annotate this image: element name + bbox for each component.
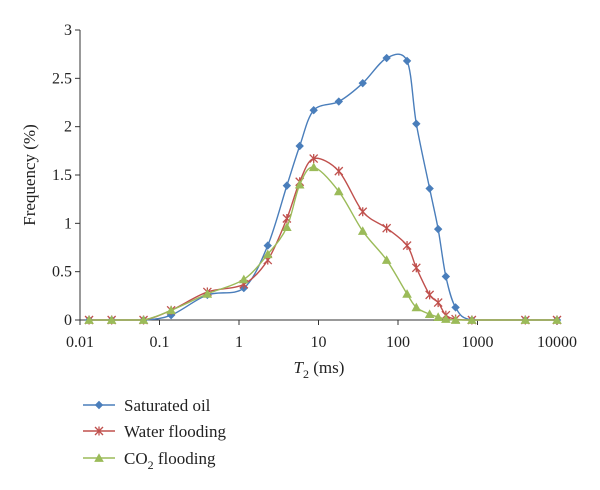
data-point-co2-flooding: [441, 314, 451, 323]
data-point-saturated-oil: [402, 56, 412, 66]
legend-label-water-flooding: Water flooding: [124, 422, 227, 441]
data-point-saturated-oil: [295, 141, 304, 151]
data-point-saturated-oil: [433, 224, 443, 234]
legend-marker: [94, 453, 104, 462]
data-point-water-flooding: [433, 298, 443, 308]
data-point-co2-flooding: [552, 315, 562, 324]
data-point-co2-flooding: [166, 305, 176, 315]
y-tick-label: 3: [64, 22, 72, 39]
data-point-co2-flooding: [467, 315, 477, 324]
data-point-co2-flooding: [262, 249, 273, 259]
data-point-saturated-oil: [334, 97, 343, 106]
data-point-water-flooding: [358, 207, 368, 217]
data-point-co2-flooding: [402, 289, 412, 298]
data-point-water-flooding: [334, 166, 344, 176]
y-tick-label: 0.5: [52, 264, 72, 281]
x-tick-label: 100: [386, 334, 410, 351]
x-tick-label: 0.1: [150, 334, 170, 351]
data-point-co2-flooding: [84, 315, 94, 324]
series-layer: [84, 53, 562, 325]
x-tick-label: 1000: [462, 334, 494, 351]
data-point-water-flooding: [411, 263, 421, 273]
data-point-co2-flooding: [106, 315, 117, 324]
legend-marker: [94, 400, 104, 410]
legend-label-saturated-oil: Saturated oil: [124, 396, 211, 415]
data-point-saturated-oil: [412, 119, 421, 128]
data-point-co2-flooding: [411, 302, 422, 312]
y-tick-label: 2.5: [52, 70, 72, 87]
data-point-co2-flooding: [424, 309, 435, 319]
data-point-co2-flooding: [357, 226, 368, 235]
data-point-co2-flooding: [282, 222, 292, 232]
data-point-saturated-oil: [425, 184, 434, 193]
data-point-water-flooding: [382, 223, 392, 233]
y-tick-label: 1: [64, 215, 72, 232]
x-tick-label: 0.01: [66, 334, 94, 351]
x-axis-label: T2 (ms): [294, 358, 345, 381]
x-tick-label: 1: [235, 334, 243, 351]
data-point-co2-flooding: [239, 274, 249, 284]
data-point-saturated-oil: [382, 53, 391, 63]
data-point-water-flooding: [425, 290, 435, 300]
tick-labels: 0 0.5 1 1.5 2 2.5 3 0.01 0.1 1 10 100 1000 10000: [52, 22, 577, 351]
legend-item-co2-flooding: CO2 flooding: [83, 449, 216, 472]
legend-marker: [94, 426, 104, 436]
y-tick-label: 2: [64, 119, 72, 136]
legend: Saturated oil Water flooding CO2 floodin…: [83, 396, 227, 472]
data-point-saturated-oil: [282, 181, 292, 190]
series-saturated-oil: [84, 53, 562, 325]
x-tick-label: 10: [311, 334, 327, 351]
legend-swatch-water-flooding: [83, 426, 115, 436]
data-point-saturated-oil: [358, 78, 367, 88]
series-line-water-flooding: [89, 157, 557, 321]
data-point-saturated-oil: [441, 272, 451, 281]
data-point-co2-flooding: [294, 179, 305, 189]
legend-item-saturated-oil: Saturated oil: [83, 396, 211, 415]
axes: [75, 29, 558, 325]
y-axis-label: Frequency (%): [20, 124, 39, 226]
data-point-co2-flooding: [138, 315, 149, 324]
series-water-flooding: [84, 154, 562, 325]
data-point-co2-flooding: [381, 255, 392, 264]
legend-label-co2-flooding: CO2 flooding: [124, 449, 216, 472]
data-point-saturated-oil: [451, 303, 460, 312]
y-tick-label: 1.5: [52, 167, 72, 184]
data-point-co2-flooding: [308, 162, 319, 172]
data-point-water-flooding: [402, 241, 412, 251]
x-tick-label: 10000: [537, 334, 577, 351]
data-point-co2-flooding: [450, 315, 461, 324]
data-point-water-flooding: [309, 154, 319, 164]
data-point-co2-flooding: [520, 315, 531, 324]
series-co2-flooding: [84, 162, 562, 324]
data-point-co2-flooding: [333, 186, 344, 196]
legend-item-water-flooding: Water flooding: [83, 422, 227, 441]
data-point-saturated-oil: [263, 241, 272, 250]
data-point-co2-flooding: [202, 289, 213, 298]
data-point-co2-flooding: [433, 312, 443, 321]
y-tick-label: 0: [64, 312, 72, 329]
series-line-saturated-oil: [89, 53, 557, 321]
data-point-saturated-oil: [309, 106, 318, 115]
legend-swatch-co2-flooding: [83, 453, 115, 462]
series-line-co2-flooding: [89, 166, 557, 321]
legend-swatch-saturated-oil: [83, 400, 115, 410]
